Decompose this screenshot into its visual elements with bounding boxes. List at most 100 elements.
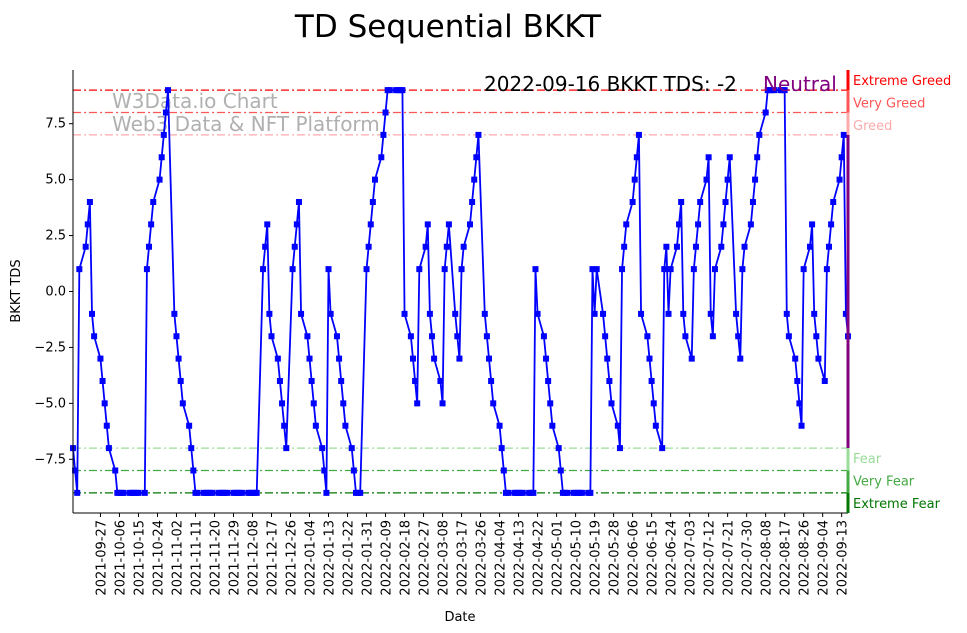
y-tick-label: 7.5 xyxy=(45,117,66,132)
data-point xyxy=(606,377,613,384)
data-point xyxy=(785,333,792,340)
x-tick-label: 2022-04-13 xyxy=(513,520,528,596)
data-point xyxy=(798,422,805,429)
data-point xyxy=(519,489,526,496)
x-tick-label: 2021-12-08 xyxy=(246,520,261,596)
data-point xyxy=(441,266,448,273)
data-point xyxy=(652,422,659,429)
x-tick-label: 2021-11-11 xyxy=(189,520,204,596)
data-point xyxy=(253,489,260,496)
data-point xyxy=(336,355,343,362)
data-point xyxy=(333,333,340,340)
data-point xyxy=(437,377,444,384)
data-point xyxy=(602,333,609,340)
x-tick-label: 2022-06-15 xyxy=(646,520,661,596)
data-point xyxy=(635,131,642,138)
data-point xyxy=(348,445,355,452)
zone-label: Extreme Greed xyxy=(853,74,951,89)
x-tick-label: 2022-01-04 xyxy=(304,520,319,596)
x-tick-label: 2022-08-08 xyxy=(760,520,775,596)
data-point xyxy=(171,310,178,317)
data-point xyxy=(692,243,699,250)
data-point xyxy=(190,467,197,474)
data-point xyxy=(667,266,674,273)
data-point xyxy=(276,377,283,384)
data-point xyxy=(97,355,104,362)
x-tick-label: 2021-11-02 xyxy=(170,520,185,596)
data-point xyxy=(238,489,245,496)
data-point xyxy=(342,422,349,429)
data-point xyxy=(179,400,186,407)
x-tick-label: 2022-06-24 xyxy=(665,520,680,596)
data-point xyxy=(540,333,547,340)
data-point xyxy=(830,199,837,206)
data-point xyxy=(369,199,376,206)
data-point xyxy=(720,221,727,228)
data-point xyxy=(101,400,108,407)
data-point xyxy=(823,266,830,273)
x-tick-label: 2022-05-28 xyxy=(608,520,623,596)
data-point xyxy=(105,445,112,452)
data-point xyxy=(367,221,374,228)
x-tick-label: 2022-09-04 xyxy=(817,520,832,596)
x-tick-label: 2021-10-24 xyxy=(151,520,166,596)
data-point xyxy=(650,400,657,407)
data-point xyxy=(614,422,621,429)
zone-label: Very Greed xyxy=(853,97,925,112)
data-point xyxy=(310,400,317,407)
data-point xyxy=(644,333,651,340)
data-point xyxy=(676,221,683,228)
data-point xyxy=(749,199,756,206)
data-point xyxy=(836,176,843,183)
data-point xyxy=(350,467,357,474)
data-point xyxy=(724,176,731,183)
data-point xyxy=(416,266,423,273)
data-point xyxy=(452,310,459,317)
data-point xyxy=(426,310,433,317)
data-point xyxy=(604,355,611,362)
data-point xyxy=(500,467,507,474)
data-point xyxy=(306,355,313,362)
data-point xyxy=(260,266,267,273)
data-point xyxy=(688,355,695,362)
data-point xyxy=(722,199,729,206)
data-point xyxy=(726,154,733,161)
x-tick-label: 2022-06-06 xyxy=(627,520,642,596)
data-point xyxy=(623,221,630,228)
data-point xyxy=(591,310,598,317)
data-point xyxy=(682,333,689,340)
data-point xyxy=(811,310,818,317)
data-point xyxy=(460,243,467,250)
x-tick-label: 2022-04-22 xyxy=(532,520,547,596)
x-tick-label: 2022-07-21 xyxy=(722,520,737,596)
data-point xyxy=(312,422,319,429)
data-point xyxy=(371,176,378,183)
data-point xyxy=(752,176,759,183)
data-point xyxy=(578,489,585,496)
data-point xyxy=(680,310,687,317)
data-point xyxy=(407,333,414,340)
data-point xyxy=(806,243,813,250)
data-point xyxy=(838,154,845,161)
data-point xyxy=(498,445,505,452)
data-point xyxy=(821,377,828,384)
watermark-line-2: Web3 Data & NFT Platform xyxy=(112,112,380,136)
data-point xyxy=(545,377,552,384)
data-point xyxy=(631,176,638,183)
x-tick-label: 2022-07-03 xyxy=(684,520,699,596)
data-point xyxy=(621,243,628,250)
zone-label: Fear xyxy=(853,452,882,467)
x-tick-label: 2021-10-15 xyxy=(132,520,147,596)
data-point xyxy=(89,310,96,317)
data-point xyxy=(156,176,163,183)
annotation-status: Neutral xyxy=(763,72,837,96)
data-point xyxy=(279,400,286,407)
y-tick-label: −5.0 xyxy=(34,396,66,411)
data-point xyxy=(633,154,640,161)
x-tick-label: 2022-03-17 xyxy=(456,520,471,596)
data-point xyxy=(825,243,832,250)
data-point xyxy=(72,467,79,474)
data-point xyxy=(308,377,315,384)
data-point xyxy=(771,87,778,94)
